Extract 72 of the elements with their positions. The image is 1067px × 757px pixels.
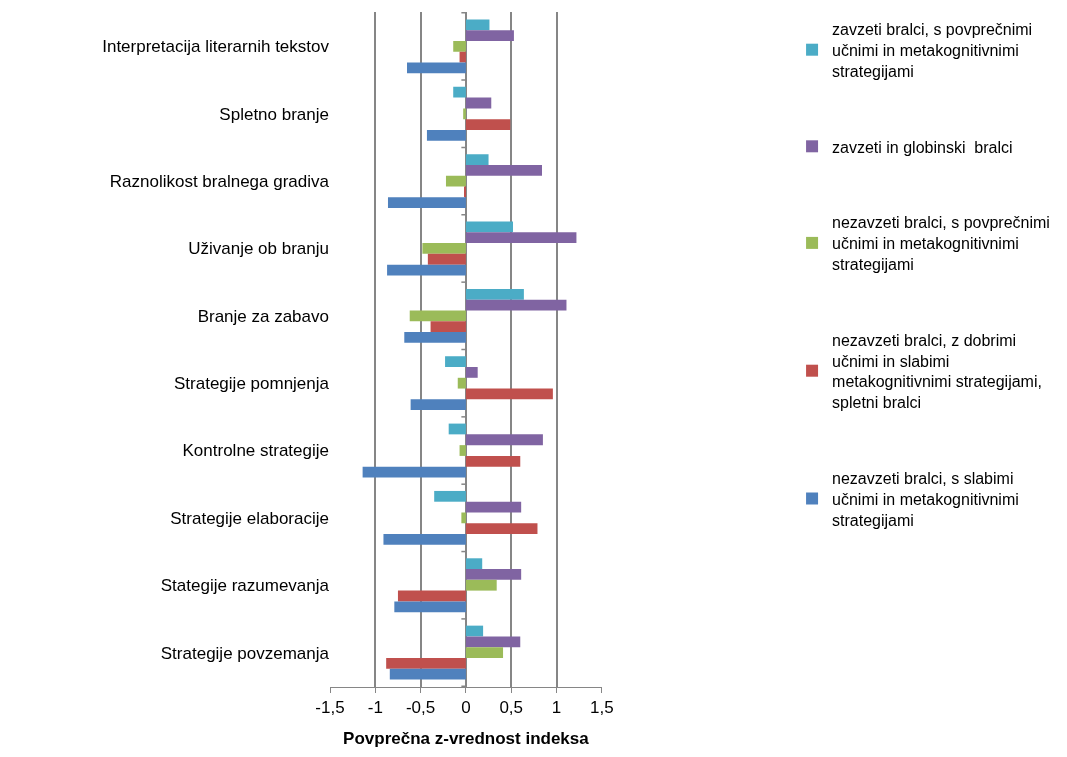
- bar: [404, 331, 466, 343]
- bar: [465, 221, 514, 233]
- bar: [465, 232, 577, 244]
- bar: [386, 657, 466, 669]
- x-tick-label: 1,5: [589, 698, 614, 718]
- x-tick-label: -1: [367, 698, 383, 718]
- bar: [453, 41, 466, 52]
- y-tick-label: Branje za zabavo: [197, 306, 329, 326]
- bar: [407, 62, 466, 74]
- y-tick-label: Raznolikost bralnega gradiva: [109, 172, 330, 192]
- y-tick-label: Uživanje ob branju: [188, 239, 329, 259]
- bar: [465, 367, 478, 378]
- bar: [362, 466, 466, 478]
- bar: [465, 388, 553, 400]
- bar: [427, 253, 466, 265]
- legend-label: zavzeti in globinski bralci: [832, 138, 1013, 156]
- bar: [465, 299, 567, 311]
- bar: [430, 321, 466, 332]
- bar: [465, 164, 542, 176]
- x-axis-title: Povprečna z-vrednost indeksa: [343, 728, 590, 748]
- legend-label: nezavzeti bralci, s povprečnimi učnimi in metakognitivnimi strategijami: [832, 214, 1050, 273]
- bar: [465, 19, 490, 31]
- bar: [383, 534, 466, 545]
- x-tick-label: -0,5: [405, 698, 436, 718]
- y-tick-label: Spletno branje: [219, 104, 329, 124]
- x-tick-label: 0: [461, 698, 471, 718]
- y-tick-label: Strategije povzemanja: [160, 643, 330, 663]
- bar: [459, 51, 466, 63]
- bar: [461, 512, 466, 524]
- bar: [445, 175, 466, 187]
- bar: [463, 108, 466, 120]
- bar: [465, 501, 522, 513]
- bar: [465, 523, 538, 535]
- y-tick-label: Stategije razumevanja: [160, 576, 330, 596]
- bar: [457, 377, 466, 389]
- bar: [389, 668, 466, 680]
- bar: [394, 601, 466, 613]
- bar: [397, 590, 466, 602]
- bar: [465, 288, 524, 300]
- bar: [465, 97, 492, 109]
- bar: [459, 445, 466, 456]
- y-tick-label: Kontrolne strategije: [182, 441, 329, 461]
- bar: [465, 625, 484, 637]
- x-tick-label: -1,5: [315, 698, 345, 718]
- bar: [410, 399, 466, 411]
- x-tick-label: 1: [551, 698, 562, 718]
- y-tick-label: Strategije elaboracije: [170, 508, 329, 528]
- legend-label: nezavzeti bralci, z dobrimi učnimi in slabimi metakognitivnimi strategijami, spletni bralci: [832, 331, 1042, 412]
- bar: [465, 579, 497, 591]
- bar: [465, 647, 504, 658]
- bar: [465, 558, 483, 570]
- bar: [422, 243, 466, 254]
- y-tick-label: Strategije pomnjenja: [174, 374, 330, 394]
- legend-label: zavzeti bralci, s povprečnimi učnimi in metakognitivnimi strategijami: [832, 21, 1033, 80]
- bar: [465, 455, 521, 467]
- bar: [387, 197, 466, 209]
- bar: [465, 636, 521, 648]
- y-tick-label: Interpretacija literarnih tekstov: [102, 37, 330, 57]
- legend-label: nezavzeti bralci, s slabimi učnimi in metakognitivnimi strategijami: [832, 469, 1019, 529]
- bar: [465, 154, 489, 165]
- bar: [448, 423, 466, 435]
- x-tick-label: 0,5: [499, 698, 524, 718]
- bar: [434, 490, 466, 502]
- bar: [465, 30, 514, 42]
- bar: [465, 569, 522, 580]
- bar: [426, 129, 466, 141]
- bar: [465, 119, 511, 130]
- bar: [445, 356, 466, 368]
- bar: [453, 86, 466, 98]
- bar: [409, 310, 466, 322]
- bar: [387, 264, 466, 276]
- bar: [465, 434, 543, 446]
